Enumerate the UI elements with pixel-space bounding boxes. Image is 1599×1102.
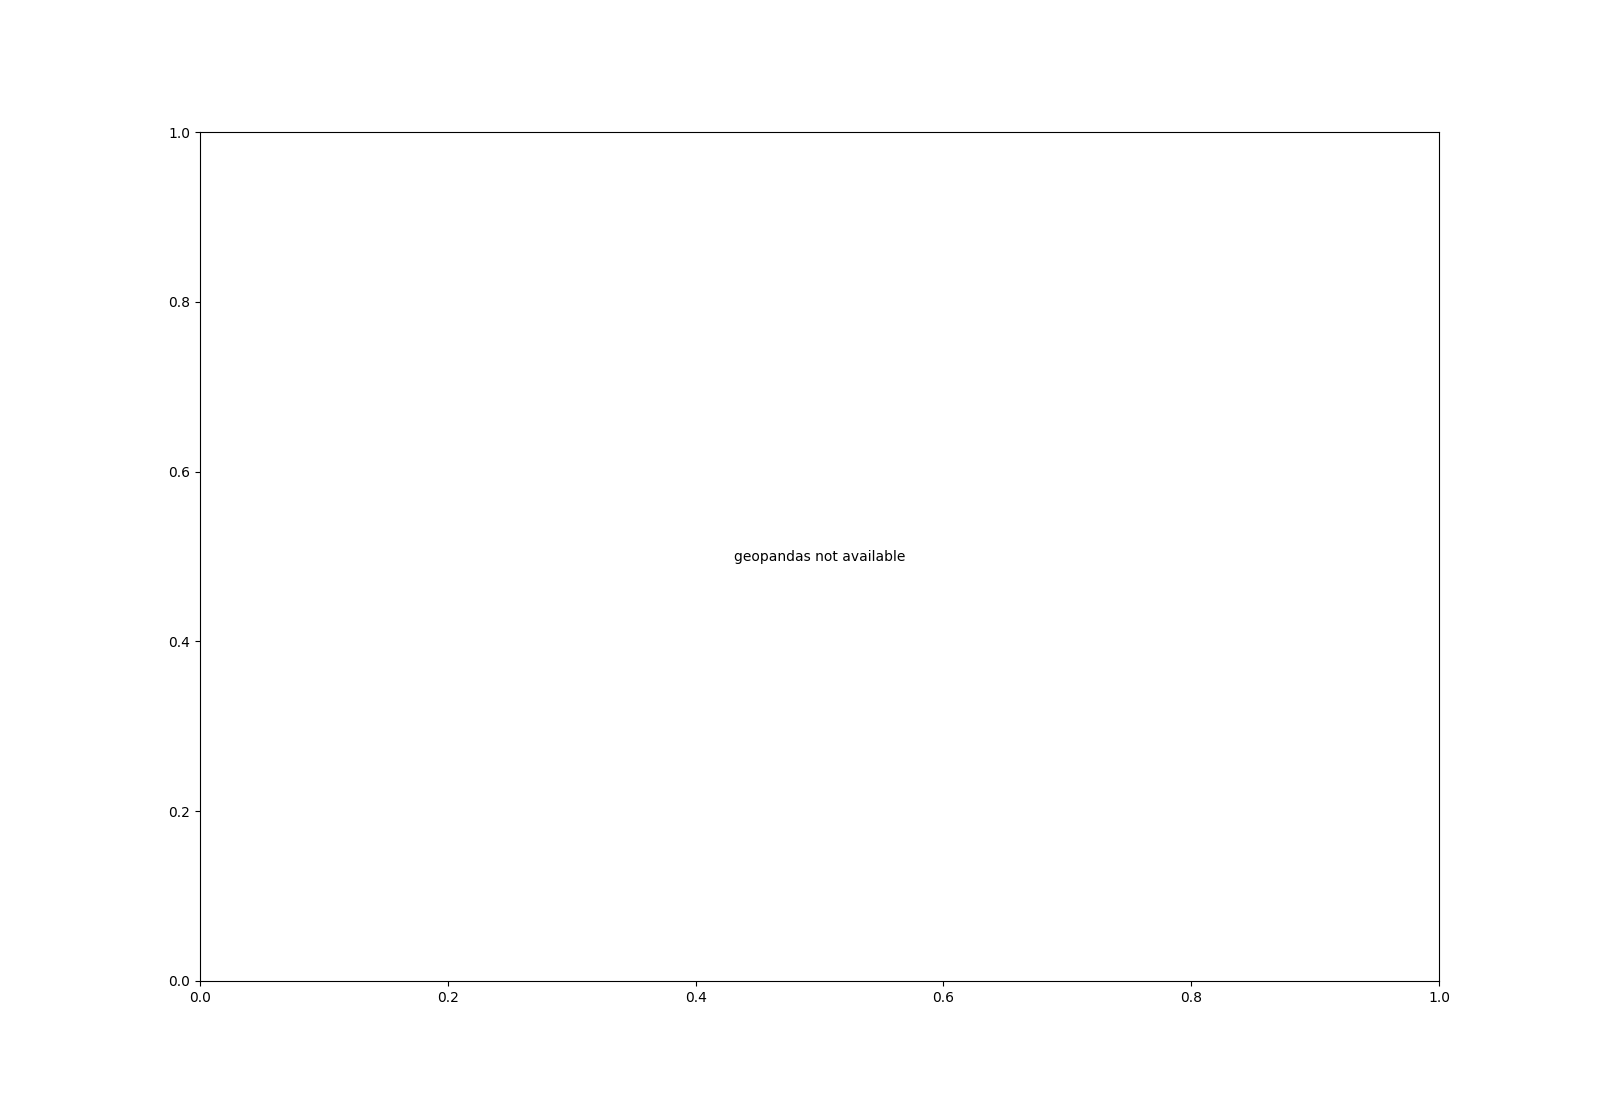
Text: geopandas not available: geopandas not available — [734, 550, 905, 563]
